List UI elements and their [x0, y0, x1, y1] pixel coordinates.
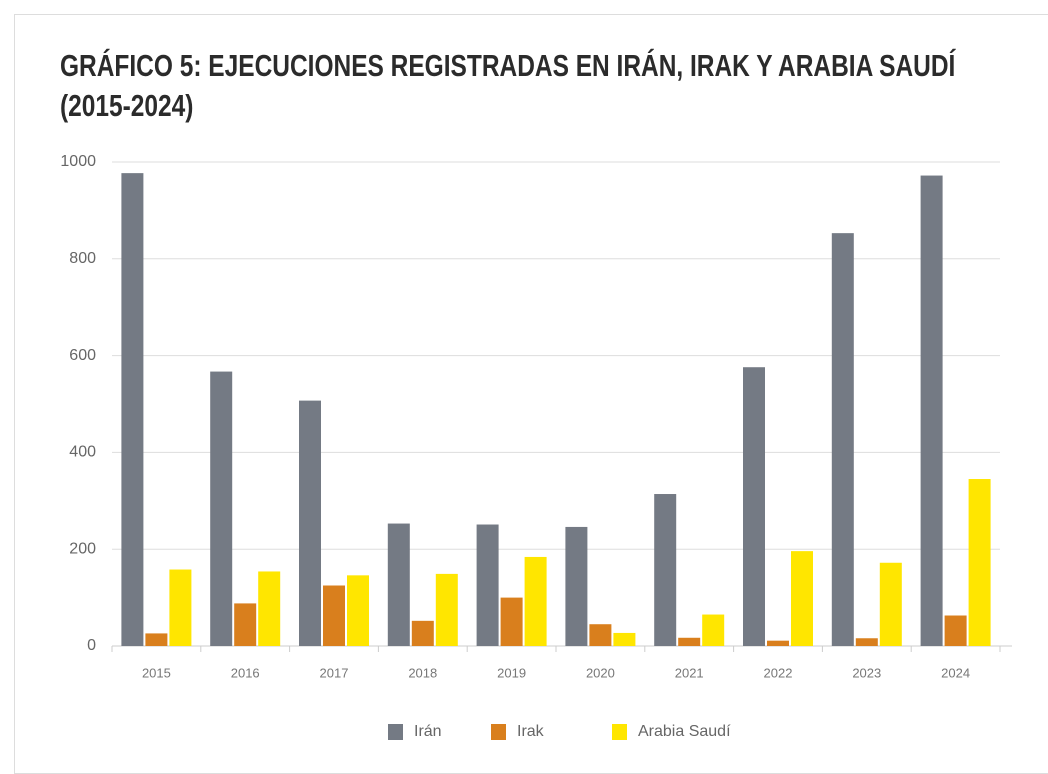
bar [411, 620, 434, 646]
x-tick-label: 2021 [675, 665, 704, 680]
x-tick-label: 2018 [408, 665, 437, 680]
bar [702, 614, 725, 646]
bar [565, 526, 588, 646]
chart-title: GRÁFICO 5: EJECUCIONES REGISTRADAS EN IR… [60, 48, 956, 123]
bar [121, 173, 144, 646]
bar [145, 633, 168, 646]
bar [524, 556, 547, 646]
y-tick-label: 200 [69, 540, 96, 557]
bar [831, 233, 854, 646]
bar [879, 562, 902, 646]
bar [169, 569, 192, 646]
bar [791, 551, 813, 646]
y-tick-label: 600 [69, 347, 96, 364]
x-tick-label: 2020 [586, 665, 615, 680]
bar [387, 523, 410, 646]
bar [323, 585, 345, 646]
legend-label: Arabia Saudí [638, 723, 731, 740]
bar [500, 597, 523, 646]
bar [654, 494, 677, 646]
bar [347, 575, 369, 646]
bar [743, 367, 765, 646]
bar [210, 371, 233, 646]
y-tick-label: 1000 [60, 153, 96, 170]
bar [767, 640, 789, 646]
bar [589, 624, 612, 646]
bar [678, 637, 701, 646]
legend-swatch [388, 724, 403, 740]
bar [920, 175, 943, 646]
x-tick-label: 2022 [764, 665, 793, 680]
x-tick-label: 2019 [497, 665, 526, 680]
bar [234, 603, 257, 646]
bar [613, 632, 636, 646]
bar [435, 573, 458, 646]
bar [476, 524, 499, 646]
legend-swatch [612, 724, 627, 740]
bar [258, 571, 281, 646]
bar [855, 638, 878, 646]
legend-label: Irán [414, 723, 442, 740]
bar [299, 400, 321, 646]
bar [944, 615, 967, 646]
bar [968, 479, 991, 646]
legend-swatch [491, 724, 506, 740]
x-tick-label: 2016 [231, 665, 260, 680]
x-tick-label: 2023 [852, 665, 881, 680]
legend-label: Irak [517, 723, 545, 740]
y-tick-label: 800 [69, 250, 96, 267]
y-tick-label: 0 [87, 637, 96, 654]
y-tick-label: 400 [69, 444, 96, 461]
x-tick-label: 2024 [941, 665, 970, 680]
x-tick-label: 2015 [142, 665, 171, 680]
x-tick-label: 2017 [320, 665, 349, 680]
